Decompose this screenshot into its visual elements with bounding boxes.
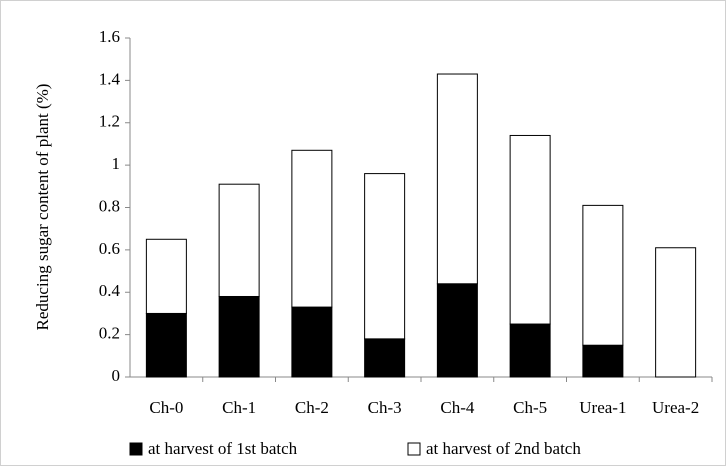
x-tick-label: Ch-2 <box>295 398 329 417</box>
x-tick-label: Urea-2 <box>652 398 699 417</box>
legend-label: at harvest of 1st batch <box>148 439 298 458</box>
legend-label: at harvest of 2nd batch <box>426 439 581 458</box>
legend-swatch <box>129 442 143 456</box>
y-tick-label: 0.2 <box>99 324 120 343</box>
bar-segment <box>291 149 333 308</box>
bar-segment <box>509 134 551 325</box>
y-tick-label: 0.8 <box>99 196 120 215</box>
y-tick-label: 1.4 <box>99 69 121 88</box>
bar-segment <box>582 344 624 378</box>
x-tick-label: Urea-1 <box>579 398 626 417</box>
y-tick-label: 1.2 <box>99 112 120 131</box>
y-axis-label: Reducing sugar content of plant (%) <box>33 84 52 331</box>
bar-segment <box>582 204 624 346</box>
x-tick-label: Ch-5 <box>513 398 547 417</box>
bar-segment <box>291 306 333 378</box>
bar-segment <box>364 338 406 378</box>
legend-swatch <box>407 442 421 456</box>
bar-segment <box>364 173 406 340</box>
y-tick-label: 0.4 <box>99 281 121 300</box>
bar-segment <box>218 295 260 378</box>
x-tick-label: Ch-0 <box>149 398 183 417</box>
x-tick-label: Ch-3 <box>368 398 402 417</box>
y-tick-label: 1 <box>112 154 121 173</box>
bar-segment <box>655 247 697 378</box>
y-tick-label: 0.6 <box>99 239 120 258</box>
y-tick-label: 1.6 <box>99 27 120 46</box>
bar-segment <box>218 183 260 297</box>
y-tick-label: 0 <box>112 366 121 385</box>
bar-segment <box>145 312 187 378</box>
bar-segment <box>436 73 478 285</box>
bar-segment <box>145 238 187 314</box>
x-tick-label: Ch-1 <box>222 398 256 417</box>
bar-segment <box>436 283 478 378</box>
x-tick-label: Ch-4 <box>440 398 475 417</box>
bar-segment <box>509 323 551 378</box>
